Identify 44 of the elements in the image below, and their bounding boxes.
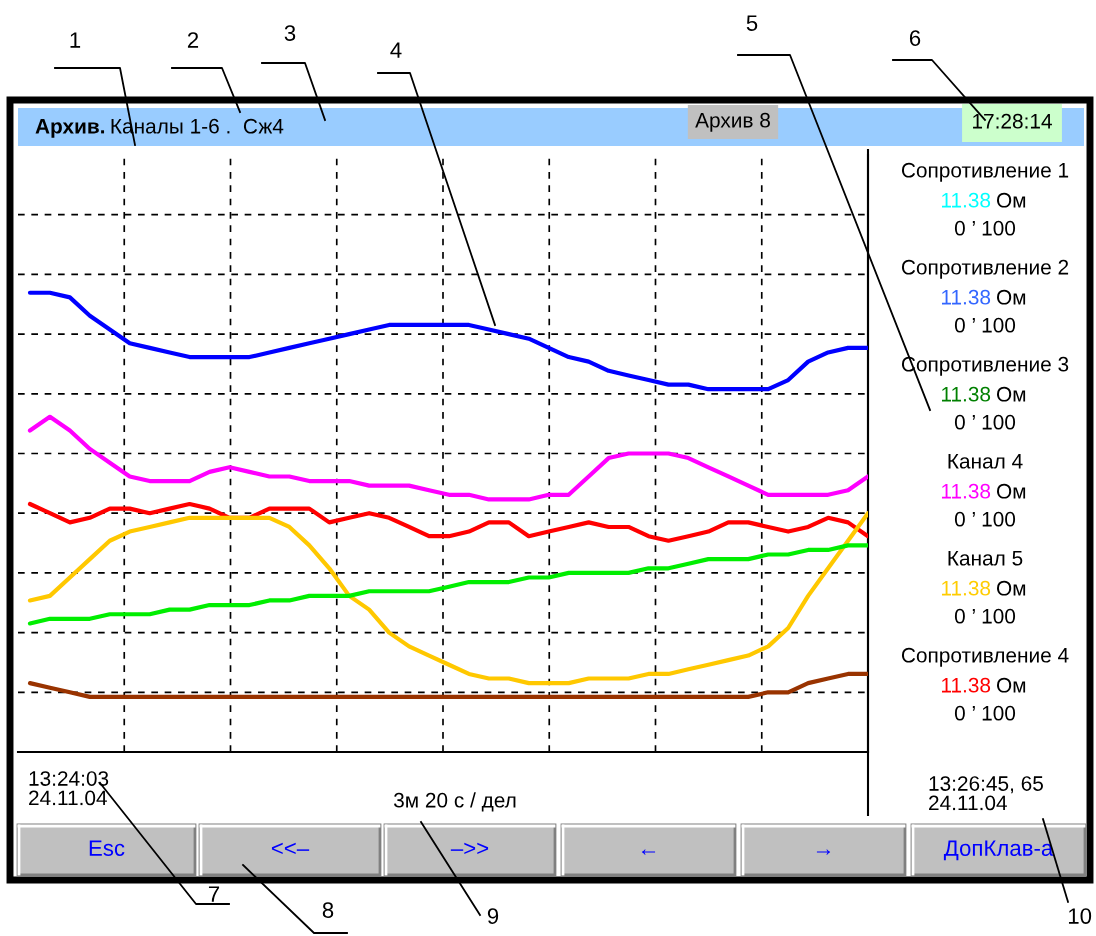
text: 11.38 xyxy=(942,192,991,208)
text: 0 ’ 100 xyxy=(954,317,1016,333)
text: Архив 8 xyxy=(695,112,770,132)
text: 0 ’ 100 xyxy=(954,608,1016,624)
x-axis-title: 3м 20 с / дел xyxy=(393,792,516,812)
text: Канал 4 xyxy=(948,454,1023,469)
text: 3 xyxy=(284,25,296,41)
text: Ом xyxy=(996,677,1026,693)
text: Ом xyxy=(996,483,1026,499)
text: 11.38 xyxy=(942,289,991,305)
text: 4 xyxy=(390,42,402,58)
text: → xyxy=(816,849,831,855)
text: 0 ’ 100 xyxy=(954,220,1016,236)
chart-title: Архив. xyxy=(35,119,105,138)
text: ← xyxy=(641,849,656,855)
text: 13:24:03 24.11.04 xyxy=(29,771,109,806)
text: Esc xyxy=(89,840,125,856)
text: Ом xyxy=(996,386,1026,402)
text: 10 xyxy=(1068,908,1092,924)
text: 0 ’ 100 xyxy=(954,511,1016,527)
text: 13:26:45, 65 24.11.04 xyxy=(929,776,1043,811)
text: Сопротивление 1 xyxy=(901,162,1069,182)
text: 11.38 xyxy=(942,386,991,402)
text: Канал 5 xyxy=(948,551,1023,566)
text: Ом xyxy=(996,289,1026,305)
text: 11.38 xyxy=(942,483,991,499)
text: 17:28:14 xyxy=(973,113,1052,129)
text: 8 xyxy=(322,902,334,918)
text: 0 ’ 100 xyxy=(954,414,1016,430)
text: 11.38 xyxy=(942,580,991,596)
text: 6 xyxy=(909,30,921,46)
text: 5 xyxy=(746,15,758,31)
text: 2 xyxy=(187,32,199,48)
text: –>> xyxy=(450,842,489,855)
text: Ом xyxy=(996,192,1026,208)
text: 11.38 xyxy=(942,677,991,693)
text: Сопротивление 4 xyxy=(901,647,1069,667)
text: 1 xyxy=(70,32,81,48)
text: <<– xyxy=(271,842,310,855)
text: Ом xyxy=(996,580,1026,596)
text: 7 xyxy=(208,886,220,902)
text: 9 xyxy=(487,908,499,924)
text: 0 ’ 100 xyxy=(954,705,1016,721)
text: Сопротивление 2 xyxy=(901,259,1069,279)
